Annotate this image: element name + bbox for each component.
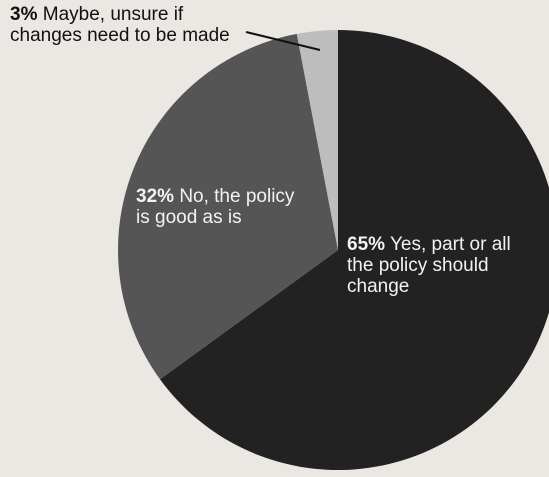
maybe-leader-line	[245, 31, 321, 51]
slice-text-yes: Yes, part or all the policy should chang…	[347, 234, 511, 297]
slice-text-maybe: Maybe, unsure if changes need to be made	[10, 4, 230, 46]
slice-label-maybe: 3% Maybe, unsure if changes need to be m…	[10, 4, 250, 46]
slice-label-yes: 65% Yes, part or all the policy should c…	[347, 234, 537, 297]
pie-slice-yes	[160, 30, 549, 470]
slice-pct-yes: 65%	[347, 234, 386, 255]
slice-pct-maybe: 3%	[10, 4, 38, 25]
slice-pct-no: 32%	[136, 186, 175, 207]
slice-label-no: 32% No, the policy is good as is	[136, 186, 306, 228]
slice-text-no: No, the policy is good as is	[136, 186, 295, 228]
pie-slice-maybe	[296, 30, 338, 250]
pie-slice-no	[118, 33, 338, 380]
